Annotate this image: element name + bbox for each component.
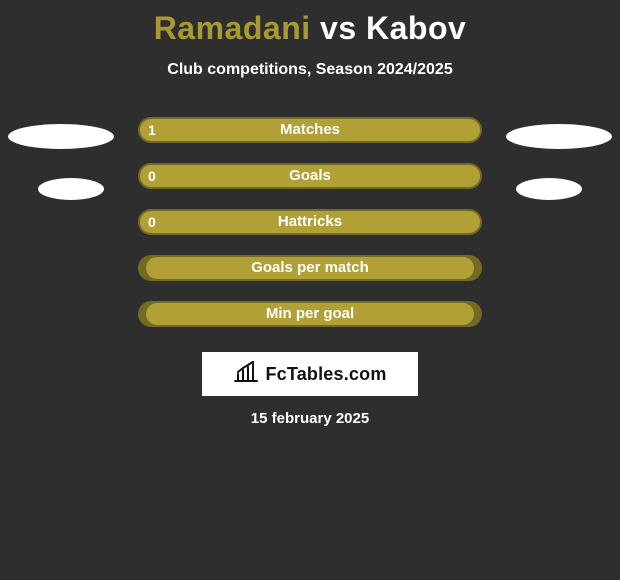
branding-badge: FcTables.com bbox=[202, 352, 418, 396]
bar-fill bbox=[140, 119, 480, 141]
decorative-ellipse bbox=[38, 178, 104, 200]
stat-row: Hattricks0 bbox=[0, 199, 620, 245]
branding-text: FcTables.com bbox=[265, 364, 386, 385]
footer-date: 15 february 2025 bbox=[0, 410, 620, 427]
bar-fill bbox=[146, 303, 474, 325]
bar-fill bbox=[146, 257, 474, 279]
decorative-ellipse bbox=[516, 178, 582, 200]
bar-fill bbox=[140, 211, 480, 233]
decorative-ellipse bbox=[506, 124, 612, 149]
bar-fill bbox=[140, 165, 480, 187]
vs-separator: vs bbox=[320, 10, 357, 46]
bar-chart-icon bbox=[233, 361, 259, 388]
comparison-card: Ramadani vs Kabov Club competitions, Sea… bbox=[0, 0, 620, 580]
stat-row: Goals per match bbox=[0, 245, 620, 291]
stat-row: Min per goal bbox=[0, 291, 620, 337]
player1-name: Ramadani bbox=[154, 10, 311, 46]
page-title: Ramadani vs Kabov bbox=[0, 10, 620, 47]
decorative-ellipse bbox=[8, 124, 114, 149]
player2-name: Kabov bbox=[366, 10, 466, 46]
subtitle: Club competitions, Season 2024/2025 bbox=[0, 61, 620, 79]
